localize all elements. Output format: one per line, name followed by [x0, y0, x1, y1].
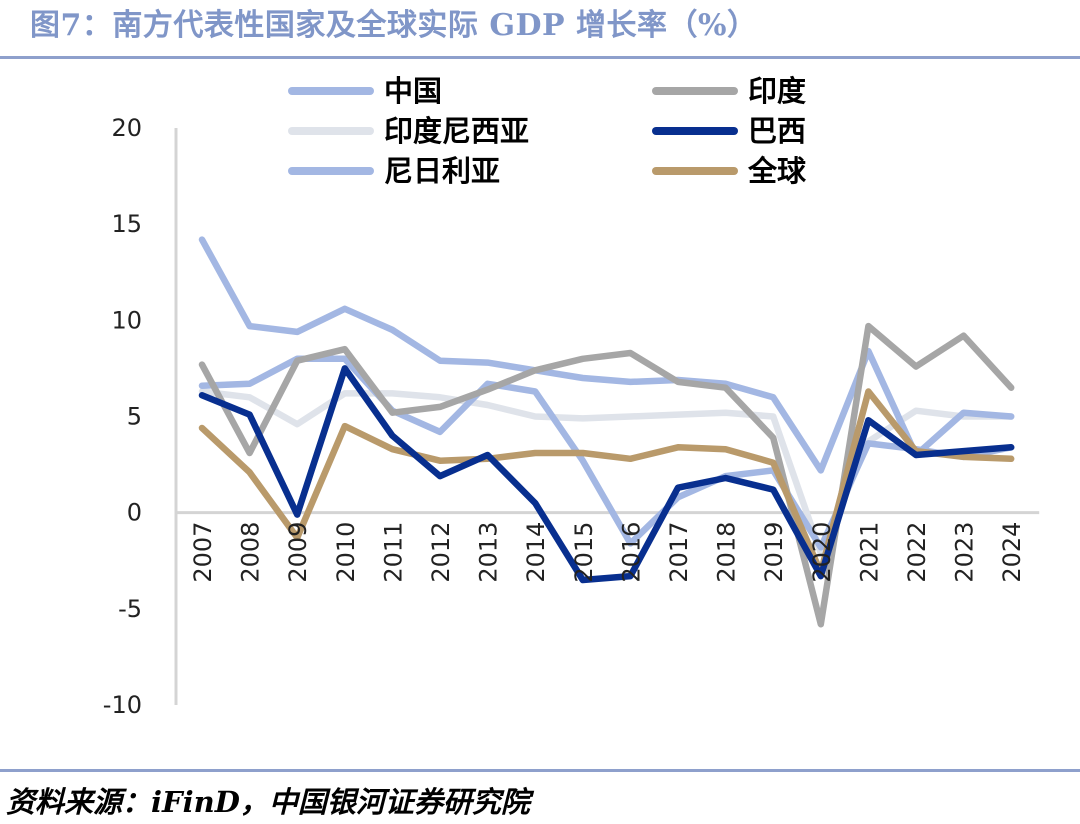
x-tick-label: 2011 — [379, 522, 407, 583]
bottom-rule — [0, 769, 1080, 772]
series-line-1 — [198, 322, 1015, 628]
series-line-5 — [198, 388, 1015, 576]
x-tick-label: 2020 — [808, 522, 836, 583]
legend-label: 巴西 — [748, 114, 806, 148]
y-tick-label: -5 — [118, 595, 142, 623]
y-tick-label: -10 — [103, 691, 142, 719]
x-tick-label: 2022 — [903, 522, 931, 583]
legend-label: 印度 — [748, 74, 806, 108]
x-tick-label: 2014 — [522, 522, 550, 583]
y-tick-label: 20 — [111, 114, 142, 142]
x-tick-label: 2015 — [570, 522, 598, 583]
x-tick-label: 2019 — [760, 522, 788, 583]
legend-label: 全球 — [747, 154, 807, 188]
x-tick-label: 2010 — [332, 522, 360, 583]
series-line-0 — [198, 236, 1015, 474]
x-tick-label: 2008 — [237, 522, 265, 583]
source-note: 资料来源：iFinD，中国银河证券研究院 — [6, 785, 530, 819]
x-tick-label: 2018 — [713, 522, 741, 583]
y-tick-label: 15 — [111, 210, 142, 238]
x-tick-labels: 2007 2008 2009 2010 2011 2012 2013 2014 2015 2016… — [189, 522, 1026, 583]
y-tick-label: 10 — [111, 306, 142, 334]
x-tick-label: 2009 — [284, 522, 312, 583]
chart-title: 图7：南方代表性国家及全球实际 GDP 增长率（%） — [30, 8, 758, 43]
x-tick-label: 2017 — [665, 522, 693, 583]
top-rule — [0, 56, 1080, 59]
series-line-3 — [198, 365, 1015, 584]
x-tick-label: 2023 — [951, 522, 979, 583]
legend-label: 中国 — [384, 74, 442, 108]
x-tick-label: 2013 — [475, 522, 503, 583]
x-tick-label: 2021 — [855, 522, 883, 583]
y-tick-label: 5 — [127, 403, 142, 431]
series-lines — [198, 236, 1015, 628]
x-tick-label: 2012 — [427, 522, 455, 583]
x-tick-label: 2024 — [998, 522, 1026, 583]
legend-label: 尼日利亚 — [384, 154, 500, 188]
legend-label: 印度尼西亚 — [384, 114, 529, 148]
x-tick-label: 2007 — [189, 522, 217, 583]
x-tick-label: 2016 — [617, 522, 645, 583]
series-line-4 — [198, 355, 1015, 551]
y-tick-label: 0 — [127, 499, 142, 527]
